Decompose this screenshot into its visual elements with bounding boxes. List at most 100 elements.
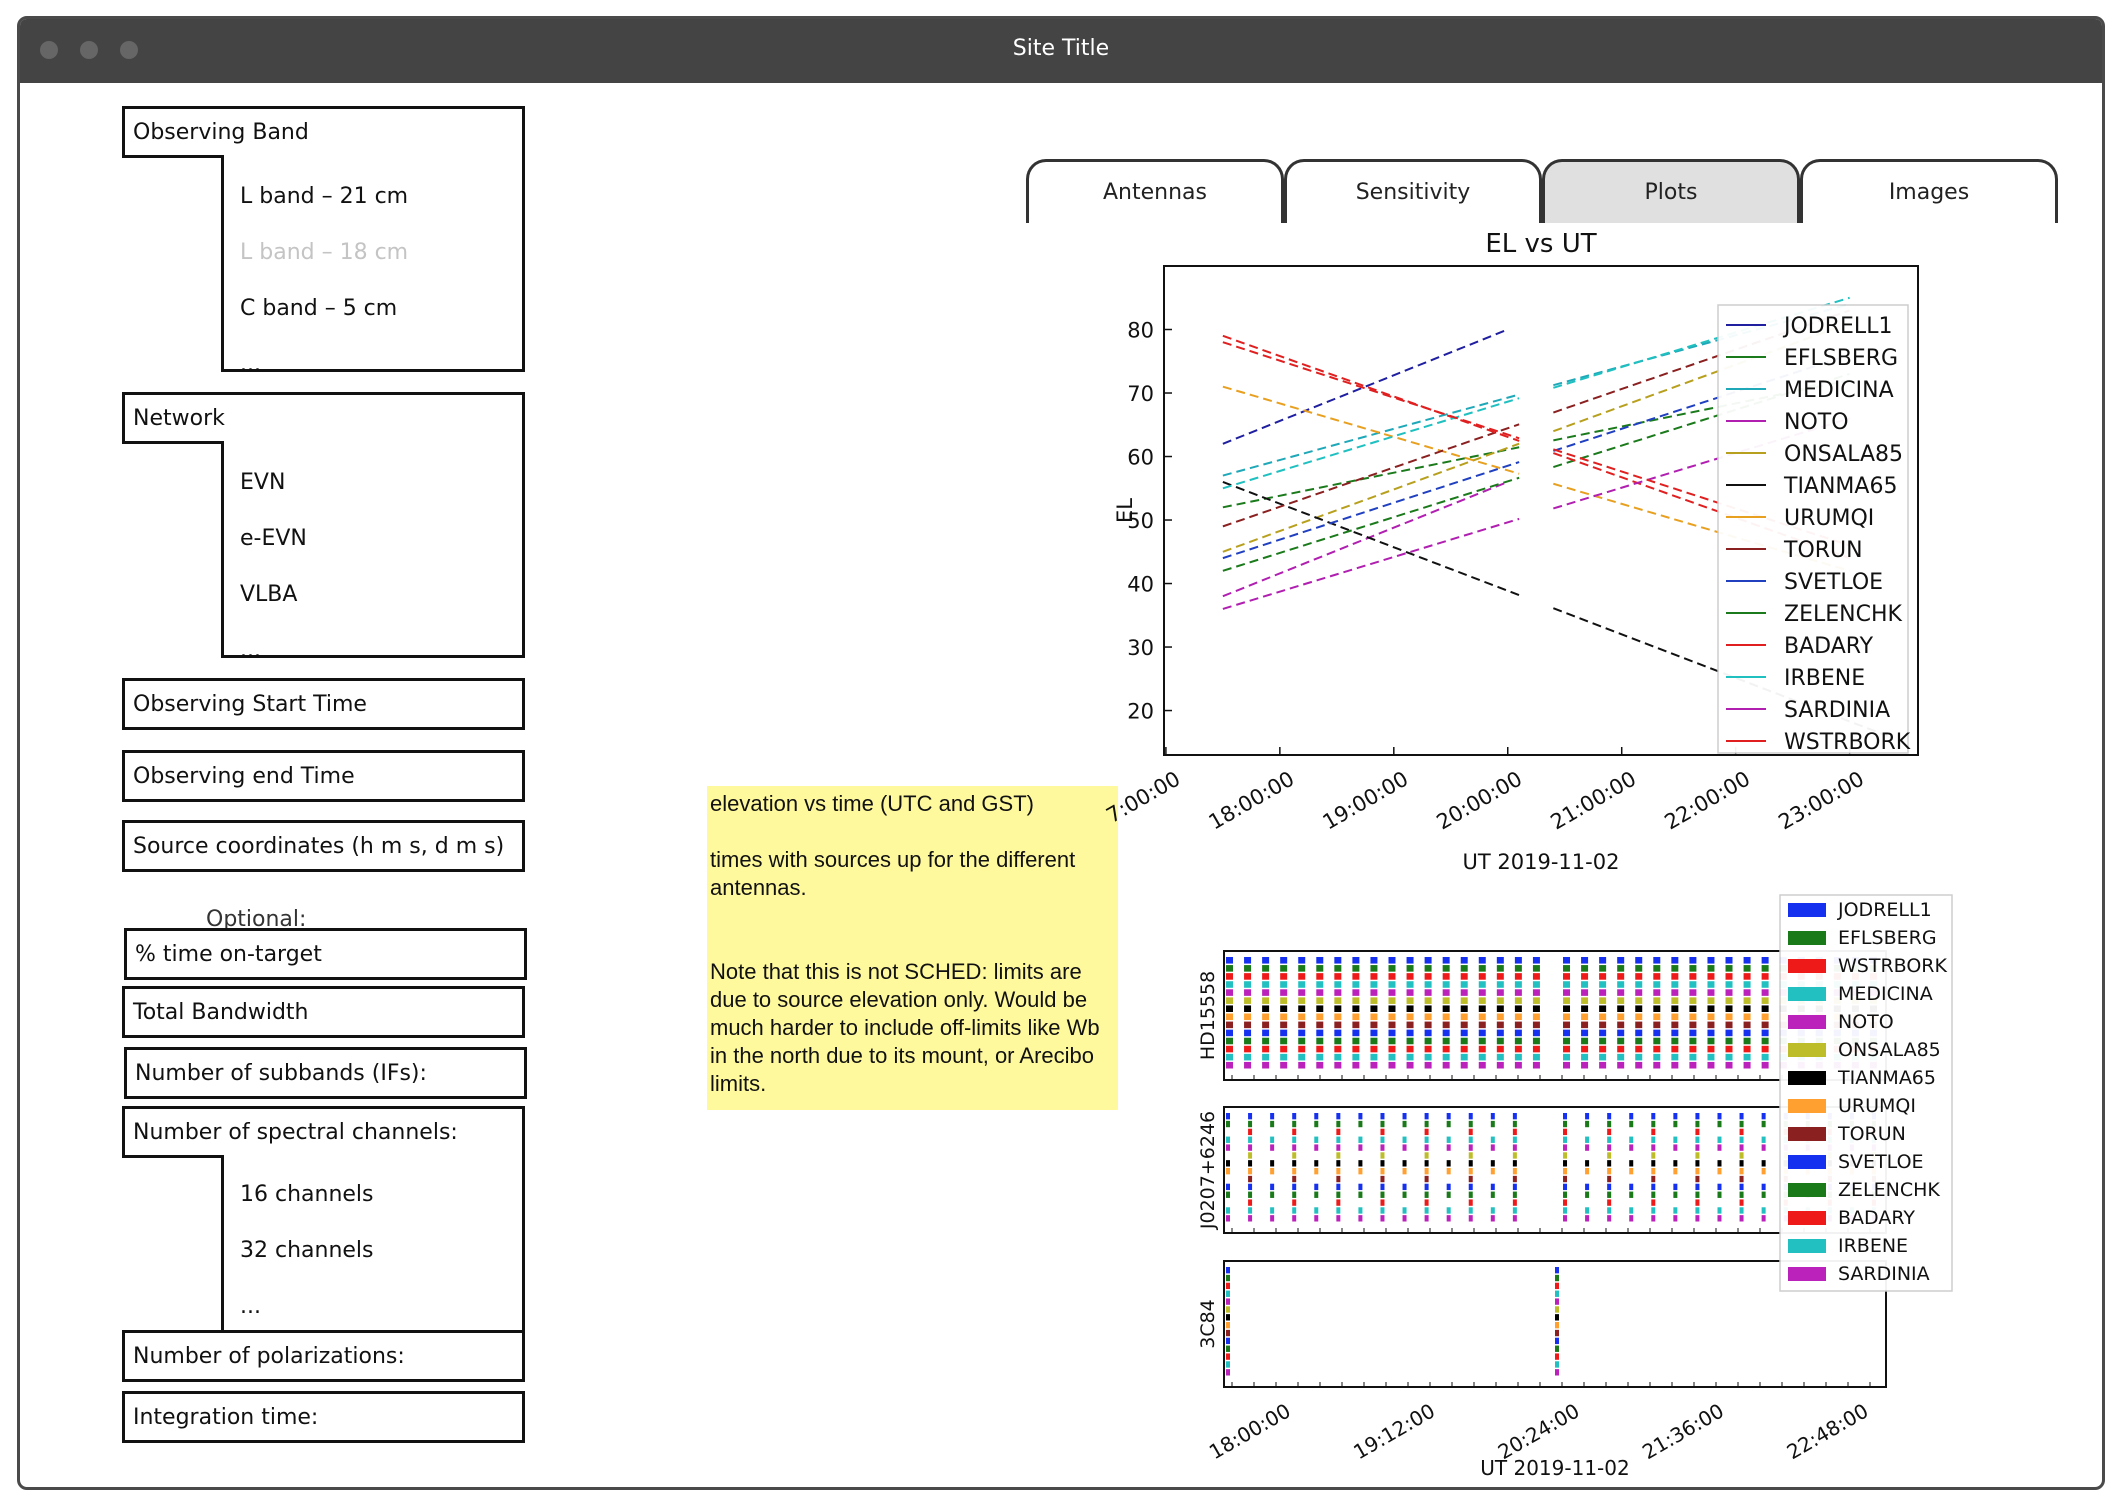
availability-mark [1805,1113,1810,1120]
availability-mark [1707,1029,1715,1037]
band-option[interactable]: C band – 5 cm [240,296,398,321]
availability-mark [1298,1045,1306,1053]
availability-mark [1352,1029,1360,1037]
availability-mark [1607,1144,1612,1151]
legend-entry: JODRELL1 [1782,314,1892,339]
series-line-zelenchk [1553,373,1850,468]
availability-mark [1671,989,1679,996]
availability-mark [1532,1021,1540,1029]
availability-mark [1617,1053,1625,1061]
availability-mark [1334,981,1342,988]
channels-option-more[interactable]: ... [240,1294,261,1319]
network-field[interactable]: Network [122,392,525,444]
integration-time-field[interactable]: Integration time: [122,1391,525,1443]
tab-antennas[interactable]: Antennas [1026,159,1284,223]
availability-mark [1743,1045,1751,1053]
availability-mark [1292,1168,1297,1175]
availability-mark [1725,1053,1733,1061]
availability-mark [1532,973,1540,980]
availability-mark [1468,1144,1473,1151]
minimize-window-button[interactable] [80,41,98,59]
total-bandwidth-field[interactable]: Total Bandwidth [122,986,525,1038]
availability-mark [1653,965,1661,972]
availability-mark [1468,1168,1473,1175]
availability-mark [1815,1021,1823,1029]
availability-mark [1248,1168,1253,1175]
availability-mark [1468,1199,1473,1206]
band-option-more[interactable]: ... [240,352,261,377]
availability-mark [1316,1021,1324,1029]
availability-mark [1707,1013,1715,1021]
availability-mark [1671,1045,1679,1053]
observing-band-field[interactable]: Observing Band [122,106,525,158]
availability-mark [1380,1207,1385,1214]
tab-images[interactable]: Images [1800,159,2058,223]
availability-mark [1607,1168,1612,1175]
maximize-window-button[interactable] [120,41,138,59]
time-on-target-field[interactable]: % time on-target [124,928,527,980]
availability-mark [1635,965,1643,972]
availability-mark [1871,1168,1876,1175]
legend-swatch [1788,1267,1826,1281]
tab-plots[interactable]: Plots [1542,159,1800,223]
availability-mark [1402,1183,1407,1191]
availability-mark [1370,957,1378,964]
availability-mark [1460,1045,1468,1053]
channels-option[interactable]: 16 channels [240,1182,374,1207]
subbands-field[interactable]: Number of subbands (IFs): [124,1047,527,1099]
end-time-field[interactable]: Observing end Time [122,750,525,802]
polarizations-field[interactable]: Number of polarizations: [122,1330,525,1382]
availability-mark [1607,1136,1612,1143]
availability-mark [1424,1207,1429,1214]
availability-mark [1827,1183,1832,1191]
spectral-channels-field[interactable]: Number of spectral channels: [122,1106,525,1158]
series-line-badary [1222,334,1520,442]
availability-mark [1695,1128,1700,1136]
availability-mark [1460,957,1468,964]
availability-mark [1695,1191,1700,1198]
availability-mark [1380,1144,1385,1151]
availability-mark [1248,1207,1253,1214]
availability-mark [1280,1005,1288,1012]
availability-mark [1783,1113,1788,1120]
availability-mark [1707,1021,1715,1029]
availability-mark [1689,1061,1697,1069]
availability-mark [1244,1061,1252,1069]
availability-mark [1424,1160,1429,1167]
availability-mark [1270,1160,1275,1167]
availability-mark [1783,1175,1788,1183]
availability-mark [1280,1061,1288,1069]
availability-mark [1673,1136,1678,1143]
availability-mark [1555,1306,1559,1313]
legend-swatch [1788,1015,1826,1029]
band-option[interactable]: L band – 21 cm [240,184,409,209]
tab-sensitivity[interactable]: Sensitivity [1284,159,1542,223]
availability-mark [1815,965,1823,972]
network-option[interactable]: VLBA [240,582,298,607]
availability-mark [1555,1369,1559,1376]
availability-mark [1270,1207,1275,1214]
start-time-field[interactable]: Observing Start Time [122,678,525,730]
availability-mark [1380,1199,1385,1206]
availability-mark [1514,1053,1522,1061]
close-window-button[interactable] [40,41,58,59]
availability-mark [1514,1061,1522,1069]
availability-mark [1651,1168,1656,1175]
availability-mark [1563,1061,1571,1069]
availability-mark [1442,973,1450,980]
channels-option[interactable]: 32 channels [240,1238,374,1263]
network-option-more[interactable]: ... [240,638,261,663]
source-coordinates-field[interactable]: Source coordinates (h m s, d m s) [122,820,525,872]
availability-mark [1314,1183,1319,1191]
legend-swatch [1788,1071,1826,1085]
availability-mark [1496,997,1504,1004]
availability-mark [1244,973,1252,980]
network-option[interactable]: e-EVN [240,526,307,551]
availability-mark [1833,989,1841,996]
network-option[interactable]: EVN [240,470,286,495]
availability-mark [1406,989,1414,996]
availability-mark [1298,1061,1306,1069]
legend-entry: TORUN [1837,1123,1906,1145]
availability-mark [1468,1113,1473,1120]
availability-mark [1707,1053,1715,1061]
